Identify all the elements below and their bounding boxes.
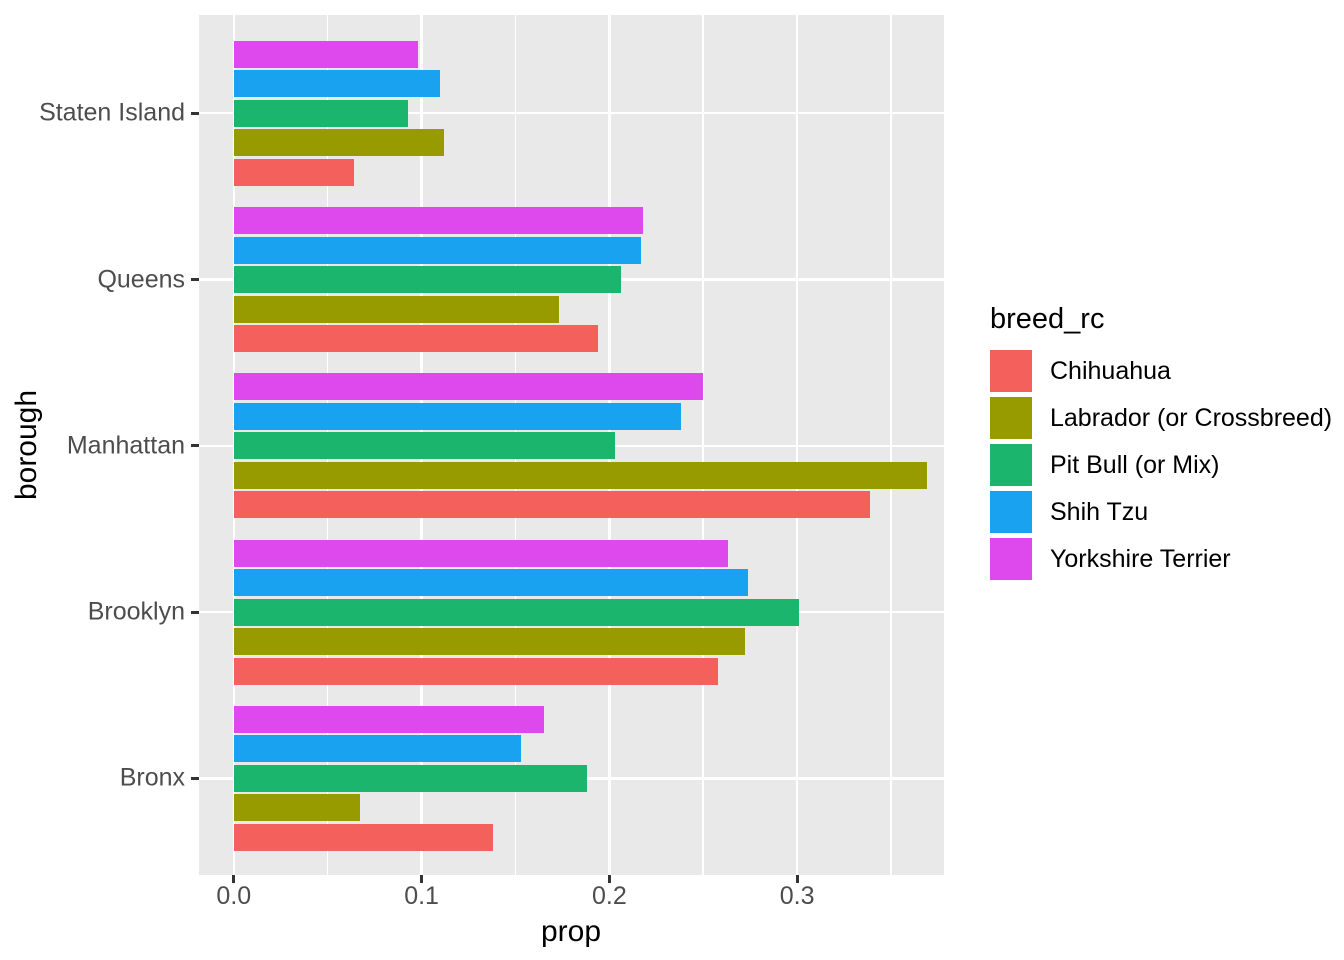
bar-bronx-shih-tzu: [233, 735, 522, 763]
gridline-major-horizontal: [199, 111, 944, 115]
legend-swatch: [990, 538, 1032, 580]
plot-panel: [199, 15, 944, 875]
x-tick-label: 0.3: [779, 882, 815, 910]
bar-queens-yorkshire-terrier: [233, 207, 644, 234]
bar-staten-island-yorkshire-terrier: [233, 40, 418, 68]
bar-manhattan-pit-bull-or-mix-: [233, 432, 615, 460]
x-tick-label: 0.2: [591, 882, 627, 910]
y-tick-label: Bronx: [119, 763, 185, 792]
bar-queens-chihuahua: [233, 325, 599, 352]
legend-item-label: Chihuahua: [1050, 356, 1171, 385]
bar-staten-island-chihuahua: [233, 158, 354, 186]
legend-item-labrador-or-crossbreed-: Labrador (or Crossbreed): [990, 397, 1333, 439]
bar-manhattan-yorkshire-terrier: [233, 373, 704, 401]
bar-brooklyn-chihuahua: [233, 657, 719, 685]
bar-manhattan-labrador-or-crossbreed-: [233, 461, 927, 489]
bar-brooklyn-pit-bull-or-mix-: [233, 598, 799, 626]
bar-staten-island-shih-tzu: [233, 70, 441, 98]
legend-swatch: [990, 350, 1032, 392]
x-tick-label: 0.1: [404, 882, 439, 910]
legend-item-label: Yorkshire Terrier: [1050, 544, 1231, 573]
bar-brooklyn-labrador-or-crossbreed-: [233, 628, 745, 656]
bar-staten-island-labrador-or-crossbreed-: [233, 129, 445, 157]
legend-item-label: Labrador (or Crossbreed): [1050, 403, 1333, 432]
legend-title: breed_rc: [990, 303, 1105, 335]
legend: breed_rc Chihuahua Labrador (or Crossbree…: [990, 303, 1333, 585]
legend-item-shih-tzu: Shih Tzu: [990, 491, 1330, 533]
y-tick-label: Staten Island: [39, 98, 185, 127]
legend-swatch: [990, 491, 1032, 533]
y-tick-mark: [191, 278, 199, 281]
y-tick-label: Manhattan: [66, 431, 185, 460]
bar-brooklyn-yorkshire-terrier: [233, 539, 728, 567]
y-tick-label: Brooklyn: [87, 597, 185, 626]
bar-staten-island-pit-bull-or-mix-: [233, 99, 409, 127]
legend-item-label: Pit Bull (or Mix): [1050, 450, 1220, 479]
legend-swatch: [990, 444, 1032, 486]
bar-queens-pit-bull-or-mix-: [233, 266, 621, 293]
x-tick-label: 0.0: [216, 882, 252, 910]
legend-item-yorkshire-terrier: Yorkshire Terrier: [990, 538, 1330, 580]
bar-queens-shih-tzu: [233, 236, 642, 264]
bar-bronx-pit-bull-or-mix-: [233, 764, 587, 792]
x-axis-title: prop: [540, 915, 602, 948]
bar-queens-labrador-or-crossbreed-: [233, 295, 559, 323]
bar-bronx-labrador-or-crossbreed-: [233, 794, 360, 822]
x-tick-mark: [795, 875, 799, 883]
y-tick-mark: [191, 776, 199, 780]
legend-item-label: Shih Tzu: [1050, 497, 1149, 526]
bar-bronx-chihuahua: [233, 823, 493, 851]
x-tick-mark: [232, 875, 236, 883]
y-tick-mark: [191, 610, 199, 614]
bar-manhattan-shih-tzu: [233, 402, 681, 430]
y-tick-mark: [191, 111, 199, 115]
bar-bronx-yorkshire-terrier: [233, 705, 544, 733]
y-tick-label: Queens: [97, 265, 185, 293]
x-tick-mark: [607, 875, 611, 883]
legend-item-chihuahua: Chihuahua: [990, 350, 1330, 392]
x-tick-mark: [420, 875, 424, 883]
legend-swatch: [990, 397, 1032, 439]
bar-manhattan-chihuahua: [233, 491, 871, 519]
legend-items: Chihuahua Labrador (or Crossbreed) Pit Bul…: [990, 350, 1333, 580]
bar-brooklyn-shih-tzu: [233, 569, 749, 597]
y-tick-mark: [191, 444, 199, 448]
legend-item-pit-bull-or-mix-: Pit Bull (or Mix): [990, 444, 1330, 486]
